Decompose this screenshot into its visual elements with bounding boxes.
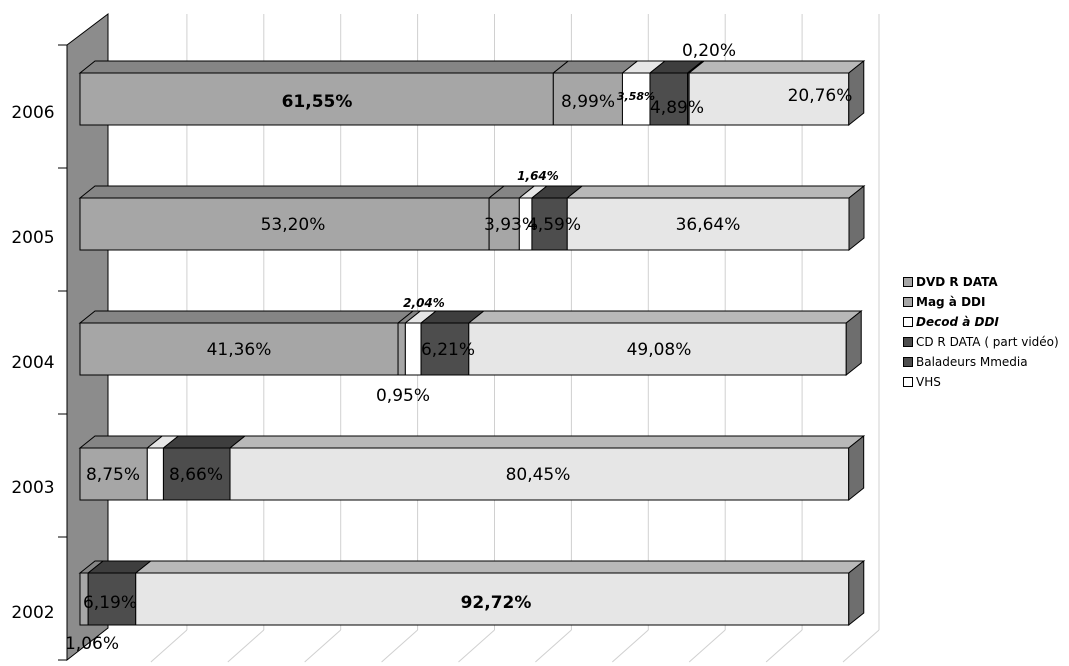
legend-label: CD R DATA ( part vidéo) <box>916 335 1059 349</box>
gridline-floor <box>458 629 495 663</box>
data-label: 0,20% <box>682 41 736 61</box>
category-label: 2006 <box>11 103 54 123</box>
gridline-floor <box>227 629 265 663</box>
bar-segment-top <box>78 60 570 74</box>
legend-item: VHS <box>903 372 1069 392</box>
data-label: 61,55% <box>282 92 353 112</box>
chart-legend: DVD R DATA Mag à DDI Decod à DDI CD R DATA … <box>903 272 1069 392</box>
data-label: 49,08% <box>627 340 692 360</box>
gridline-floor <box>304 629 342 663</box>
data-label: 8,75% <box>86 465 140 485</box>
bar-segment <box>79 72 554 126</box>
bar-segment <box>688 72 850 126</box>
legend-swatch <box>903 337 913 347</box>
bar-segment <box>649 72 689 126</box>
bar-segment <box>162 447 231 501</box>
legend-swatch <box>903 357 913 367</box>
bar-segment <box>135 572 850 626</box>
data-label: 4,89% <box>650 98 704 118</box>
category-label: 2005 <box>11 228 54 248</box>
data-label: 92,72% <box>461 593 532 613</box>
data-label: 20,76% <box>788 86 853 106</box>
bar-segment <box>79 197 490 251</box>
bar-segment-top <box>565 185 866 199</box>
data-label: 2,04% <box>403 296 445 310</box>
bar-segment <box>566 197 850 251</box>
bar-segment <box>229 447 850 501</box>
legend-item: DVD R DATA <box>903 272 1069 292</box>
data-label: 1,64% <box>517 169 559 183</box>
legend-label: DVD R DATA <box>916 275 998 289</box>
legend-swatch <box>903 277 913 287</box>
data-label: 6,21% <box>421 340 475 360</box>
legend-swatch <box>903 317 913 327</box>
chart-data-labels: 61,55% 8,99% 3,58%4,89% 0,20% 20,76% 53,20% 3,… <box>65 41 852 654</box>
bar-segment <box>552 72 623 126</box>
data-label: 4,59% <box>527 215 581 235</box>
bar-segment <box>621 72 651 126</box>
data-label: 0,95% <box>376 386 430 406</box>
data-label: 53,20% <box>261 215 326 235</box>
bar-segment <box>146 447 164 501</box>
gridline-floor <box>150 629 188 663</box>
bar-end-cap <box>848 184 865 252</box>
data-label: 3,58% <box>617 90 655 103</box>
data-label: 1,06% <box>65 634 119 654</box>
bar-segment <box>531 197 568 251</box>
bar-end-cap <box>845 309 862 377</box>
bar-segment <box>488 197 520 251</box>
category-label: 2003 <box>11 478 54 498</box>
legend-item: Decod à DDI <box>903 312 1069 332</box>
category-label: 2004 <box>11 353 54 373</box>
gridline-floor <box>688 629 726 663</box>
bar-end-cap <box>848 59 865 127</box>
gridline-floor <box>535 629 572 663</box>
gridline-floor <box>765 629 803 663</box>
bar-segment <box>87 572 137 626</box>
bar-end-cap <box>848 559 865 627</box>
bar-segment <box>79 322 399 376</box>
data-label: 41,36% <box>207 340 272 360</box>
gridline-floor <box>842 629 880 663</box>
data-label: 3,93% <box>484 215 538 235</box>
chart-category-labels: 2006 2005 2004 2003 2002 <box>11 103 54 623</box>
legend-swatch <box>903 377 913 387</box>
chart-bars <box>78 59 866 627</box>
legend-swatch <box>903 297 913 307</box>
gridline-floor <box>611 629 649 663</box>
bar-end-cap <box>848 434 865 502</box>
legend-label: Baladeurs Mmedia <box>916 355 1028 369</box>
legend-label: VHS <box>916 375 941 389</box>
bar-segment <box>397 322 406 376</box>
legend-item: CD R DATA ( part vidéo) <box>903 332 1069 352</box>
bar-segment-top <box>78 185 506 199</box>
bar-segment-top <box>467 310 863 324</box>
gridline-floor <box>381 629 418 663</box>
legend-item: Baladeurs Mmedia <box>903 352 1069 372</box>
data-label: 36,64% <box>676 215 741 235</box>
data-label: 8,66% <box>169 465 223 485</box>
data-label: 8,99% <box>561 92 615 112</box>
bar-segment-top <box>134 560 866 574</box>
bar-segment-top <box>228 435 866 449</box>
bar-segment-top <box>687 60 866 74</box>
bar-segment-top <box>78 310 415 324</box>
category-label: 2002 <box>11 603 54 623</box>
legend-label: Decod à DDI <box>916 315 999 329</box>
legend-label: Mag à DDI <box>916 295 986 309</box>
data-label: 6,19% <box>83 593 137 613</box>
data-label: 80,45% <box>506 465 571 485</box>
bar-segment <box>404 322 422 376</box>
legend-item: Mag à DDI <box>903 292 1069 312</box>
